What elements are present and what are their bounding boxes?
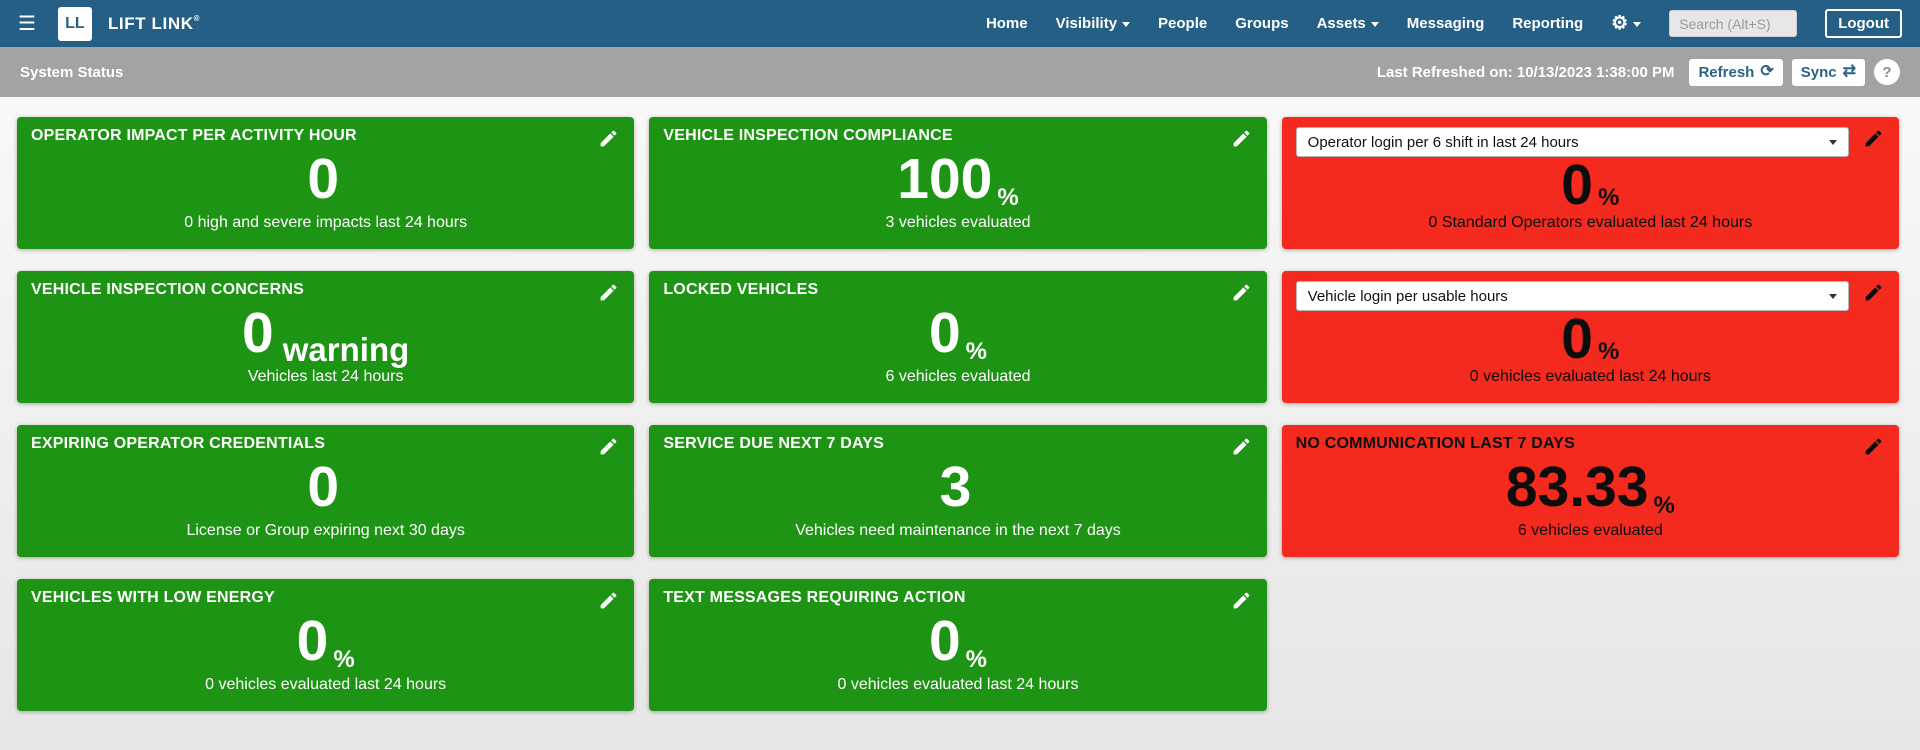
nav-assets[interactable]: Assets [1317, 15, 1379, 32]
chevron-down-icon [1828, 139, 1837, 145]
card-locked-vehicles: LOCKED VEHICLES 0% 6 vehicles evaluated [649, 271, 1267, 403]
settings-gear-menu[interactable]: ⚙ [1611, 13, 1642, 34]
card-text-messages: TEXT MESSAGES REQUIRING ACTION 0% 0 vehi… [649, 579, 1267, 711]
card-subtitle: 0 vehicles evaluated last 24 hours [1469, 368, 1711, 385]
edit-pencil-icon[interactable] [1231, 126, 1255, 150]
card-title: SERVICE DUE NEXT 7 DAYS [663, 435, 884, 452]
nav-messaging[interactable]: Messaging [1406, 15, 1485, 32]
card-title: VEHICLE INSPECTION COMPLIANCE [663, 127, 953, 144]
card-subtitle: 0 high and severe impacts last 24 hours [184, 214, 468, 231]
status-bar: System Status Last Refreshed on: 10/13/2… [0, 47, 1920, 97]
brand-title: LIFT LINK® [107, 13, 201, 33]
card-value: 0% [296, 609, 355, 673]
card-value: 100% [897, 147, 1019, 211]
refresh-button[interactable]: Refresh ⟳ [1689, 58, 1783, 86]
metric-select-value: Operator login per 6 shift in last 24 ho… [1307, 133, 1579, 151]
edit-pencil-icon[interactable] [1231, 588, 1255, 612]
navbar-links: Home Visibility People Groups Assets Mes… [986, 9, 1902, 38]
card-operator-login: Operator login per 6 shift in last 24 ho… [1281, 117, 1899, 249]
top-navbar: ☰ LL LIFT LINK® Home Visibility People G… [0, 0, 1920, 47]
card-title: TEXT MESSAGES REQUIRING ACTION [663, 589, 966, 606]
card-subtitle: 0 Standard Operators evaluated last 24 h… [1428, 214, 1753, 231]
status-bar-actions: Last Refreshed on: 10/13/2023 1:38:00 PM… [1376, 58, 1900, 86]
logout-button[interactable]: Logout [1825, 9, 1902, 38]
sync-arrows-icon: ⇄ [1842, 63, 1856, 80]
edit-pencil-icon[interactable] [598, 434, 622, 458]
nav-home[interactable]: Home [985, 15, 1028, 32]
hamburger-menu-icon[interactable]: ☰ [18, 13, 36, 35]
card-subtitle: 3 vehicles evaluated [885, 214, 1031, 231]
edit-pencil-icon[interactable] [1863, 280, 1887, 304]
card-low-energy: VEHICLES WITH LOW ENERGY 0% 0 vehicles e… [17, 579, 635, 711]
chevron-down-icon [1633, 22, 1642, 27]
metric-select-value: Vehicle login per usable hours [1307, 287, 1508, 305]
card-expiring-credentials: EXPIRING OPERATOR CREDENTIALS 0 License … [17, 425, 635, 557]
edit-pencil-icon[interactable] [1231, 434, 1255, 458]
card-inspection-compliance: VEHICLE INSPECTION COMPLIANCE 100% 3 veh… [649, 117, 1267, 249]
chevron-down-icon [1828, 293, 1837, 299]
card-value: 0% [1561, 307, 1620, 371]
card-subtitle: 6 vehicles evaluated [885, 368, 1031, 385]
edit-pencil-icon[interactable] [598, 588, 622, 612]
card-value: 0 [307, 147, 340, 211]
card-title: NO COMMUNICATION LAST 7 DAYS [1295, 435, 1576, 452]
page-title: System Status [20, 63, 124, 81]
card-title: VEHICLES WITH LOW ENERGY [31, 589, 275, 606]
app-logo-text: LL [65, 14, 85, 32]
edit-pencil-icon[interactable] [1231, 280, 1255, 304]
card-operator-impact: OPERATOR IMPACT PER ACTIVITY HOUR 0 0 hi… [17, 117, 635, 249]
chevron-down-icon [1122, 22, 1131, 27]
metric-select-dropdown[interactable]: Operator login per 6 shift in last 24 ho… [1295, 127, 1849, 157]
card-value: 3 [939, 455, 972, 519]
edit-pencil-icon[interactable] [598, 280, 622, 304]
card-title: OPERATOR IMPACT PER ACTIVITY HOUR [31, 127, 357, 144]
card-subtitle: 0 vehicles evaluated last 24 hours [205, 676, 447, 693]
chevron-down-icon [1370, 22, 1379, 27]
app-logo: LL [57, 6, 92, 41]
metric-select-dropdown[interactable]: Vehicle login per usable hours [1295, 281, 1849, 311]
refresh-icon: ⟳ [1760, 63, 1774, 80]
card-value: 0% [928, 301, 988, 365]
card-value: 0 warning [242, 301, 410, 368]
nav-groups[interactable]: Groups [1235, 15, 1289, 32]
help-button[interactable]: ? [1874, 59, 1900, 85]
last-refreshed-text: Last Refreshed on: 10/13/2023 1:38:00 PM [1376, 63, 1675, 81]
nav-reporting[interactable]: Reporting [1512, 15, 1584, 32]
card-subtitle: 6 vehicles evaluated [1517, 522, 1663, 539]
registered-mark: ® [193, 13, 201, 23]
gear-icon: ⚙ [1611, 13, 1629, 34]
card-service-due: SERVICE DUE NEXT 7 DAYS 3 Vehicles need … [649, 425, 1267, 557]
nav-visibility[interactable]: Visibility [1056, 15, 1131, 32]
metrics-grid: OPERATOR IMPACT PER ACTIVITY HOUR 0 0 hi… [0, 97, 1920, 711]
card-value: 0% [1561, 153, 1620, 217]
card-title: VEHICLE INSPECTION CONCERNS [31, 281, 304, 298]
card-value: 83.33% [1505, 455, 1675, 519]
edit-pencil-icon[interactable] [1863, 126, 1887, 150]
card-title: LOCKED VEHICLES [663, 281, 819, 298]
card-subtitle: 0 vehicles evaluated last 24 hours [837, 676, 1079, 693]
card-subtitle: License or Group expiring next 30 days [186, 522, 465, 539]
card-no-communication: NO COMMUNICATION LAST 7 DAYS 83.33% 6 ve… [1281, 425, 1899, 557]
card-inspection-concerns: VEHICLE INSPECTION CONCERNS 0 warning Veh… [17, 271, 635, 403]
card-subtitle: Vehicles last 24 hours [247, 368, 404, 385]
edit-pencil-icon[interactable] [1863, 434, 1887, 458]
card-title: EXPIRING OPERATOR CREDENTIALS [31, 435, 326, 452]
card-subtitle: Vehicles need maintenance in the next 7 … [795, 522, 1121, 539]
edit-pencil-icon[interactable] [598, 126, 622, 150]
sync-button[interactable]: Sync ⇄ [1791, 58, 1865, 86]
card-vehicle-login: Vehicle login per usable hours 0% 0 vehi… [1281, 271, 1899, 403]
search-input[interactable] [1669, 10, 1798, 37]
card-value: 0% [928, 609, 988, 673]
nav-people[interactable]: People [1158, 15, 1208, 32]
card-value: 0 [307, 455, 340, 519]
